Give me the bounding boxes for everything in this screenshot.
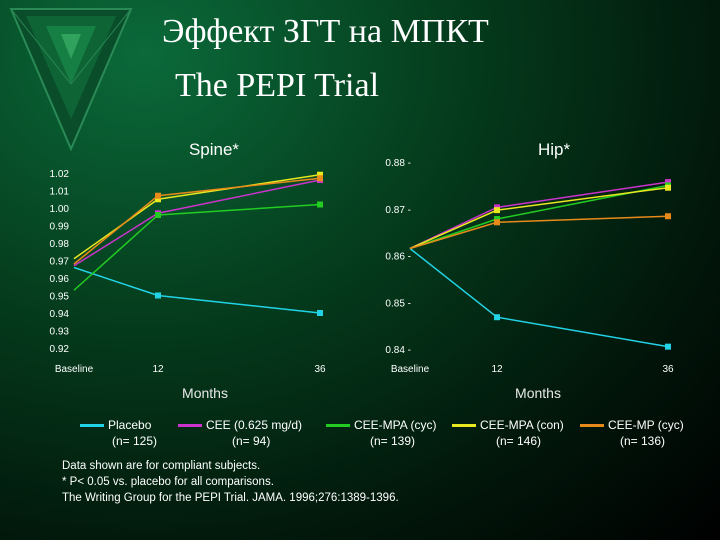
- legend-swatch: [80, 424, 104, 427]
- spine-point-cee-mpa-cyc: [155, 212, 161, 218]
- spine-x-tick-label: 36: [314, 364, 326, 375]
- legend-label: Placebo: [108, 418, 152, 432]
- spine-x-axis-label: Months: [182, 385, 228, 401]
- hip-point-placebo: [665, 343, 671, 350]
- spine-y-tick-label: 0.96: [50, 274, 70, 285]
- spine-y-tick-label: 1.01: [50, 187, 70, 198]
- spine-point-placebo: [155, 292, 161, 299]
- footnote-citation: The Writing Group for the PEPI Trial. JA…: [62, 492, 399, 504]
- spine-series-line-placebo: [73, 266, 321, 314]
- spine-y-tick-label: 0.95: [50, 292, 70, 303]
- hip-y-tick-label: 0.87 -: [385, 205, 411, 216]
- footnotes: Data shown are for compliant subjects. *…: [62, 458, 399, 506]
- hip-chart-title: Hip*: [538, 140, 571, 159]
- hip-point-cee: [665, 179, 671, 186]
- legend-label: CEE-MPA (cyc): [354, 418, 437, 432]
- hip-x-tick-label: 36: [662, 364, 674, 375]
- legend-swatch: [580, 424, 604, 427]
- slide-title: Эффект ЗГТ на МПКТ: [162, 13, 489, 50]
- legend-label: CEE (0.625 mg/d): [206, 418, 303, 432]
- legend-n: (n= 146): [496, 434, 542, 448]
- legend-n: (n= 139): [370, 434, 416, 448]
- spine-y-tick-label: 0.92: [50, 344, 70, 355]
- spine-point-cee-mp-cyc: [317, 175, 323, 182]
- legend-swatch: [452, 424, 476, 427]
- hip-x-tick-label: Baseline: [391, 364, 430, 375]
- legend-label: CEE-MPA (con): [480, 418, 564, 432]
- spine-y-tick-label: 0.99: [50, 222, 70, 233]
- spine-series-line-cee-mp-cyc: [73, 177, 321, 265]
- spine-point-cee-mpa-cyc: [317, 201, 323, 208]
- spine-y-tick-label: 1.00: [50, 204, 70, 215]
- hip-point-cee-mpa-cyc: [494, 216, 500, 223]
- spine-y-tick-label: 0.93: [50, 327, 70, 338]
- hip-point-cee-mpa-con: [665, 184, 671, 191]
- hip-x-tick-label: 12: [491, 364, 503, 375]
- legend-swatch: [178, 424, 202, 427]
- footnote-significance: * P< 0.05 vs. placebo for all comparison…: [62, 476, 274, 488]
- hip-point-cee-mp-cyc: [665, 213, 671, 220]
- footnote-compliant: Data shown are for compliant subjects.: [62, 460, 261, 472]
- hip-point-cee-mpa-con: [494, 207, 500, 214]
- hip-y-tick-label: 0.84 -: [385, 345, 411, 356]
- spine-point-cee-mp-cyc: [155, 192, 161, 199]
- hip-point-placebo: [494, 314, 500, 321]
- spine-point-cee-mpa-con: [155, 196, 161, 203]
- legend-swatch: [326, 424, 350, 427]
- legend-label: CEE-MP (cyc): [608, 418, 684, 432]
- hip-y-tick-label: 0.86 -: [385, 252, 411, 263]
- spine-y-tick-label: 1.02: [50, 169, 70, 180]
- legend-n: (n= 125): [112, 434, 158, 448]
- spine-y-tick-label: 0.94: [50, 309, 70, 320]
- legend-n: (n= 136): [620, 434, 666, 448]
- spine-y-tick-label: 0.98: [50, 239, 70, 250]
- hip-y-tick-label: 0.88 -: [385, 158, 411, 169]
- spine-x-tick-label: Baseline: [55, 364, 94, 375]
- spine-x-tick-label: 12: [152, 364, 164, 375]
- hip-series-line-placebo: [409, 247, 669, 348]
- hip-point-cee-mp-cyc: [494, 219, 500, 226]
- hip-x-axis-label: Months: [515, 385, 561, 401]
- legend-n: (n= 94): [232, 434, 271, 448]
- slide-subtitle: The PEPI Trial: [175, 67, 380, 104]
- spine-y-tick-label: 0.97: [50, 257, 70, 268]
- spine-series-line-cee-mpa-cyc: [73, 203, 321, 291]
- spine-chart-title: Spine*: [189, 140, 239, 159]
- pyramid-logo-icon: [9, 8, 133, 152]
- hip-series-line-cee-mp-cyc: [409, 215, 669, 250]
- spine-point-cee-mpa-con: [317, 171, 323, 178]
- spine-point-placebo: [317, 310, 323, 316]
- hip-y-tick-label: 0.85 -: [385, 298, 411, 309]
